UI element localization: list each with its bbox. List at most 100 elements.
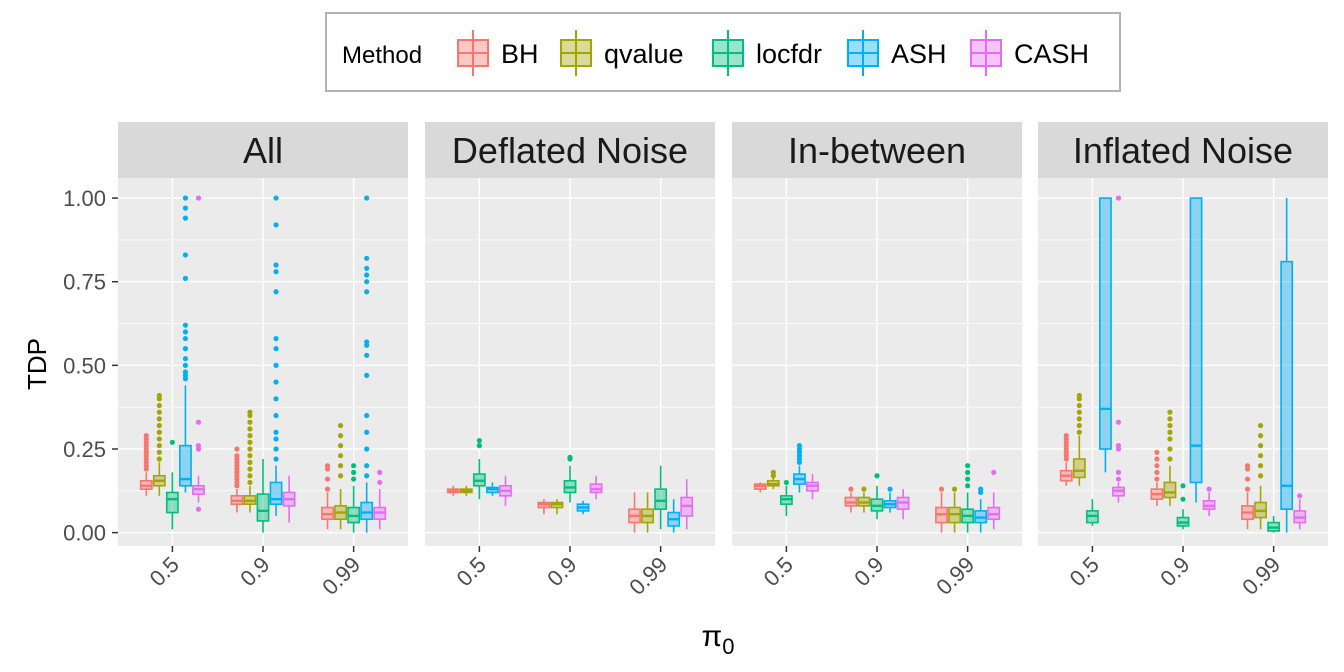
outlier-point [234,453,240,459]
outlier-point [567,454,573,460]
outlier-point [337,443,344,449]
box-bh [230,446,244,513]
box-ash [1189,197,1203,503]
box-iqr [179,444,192,487]
outlier-point [887,486,893,492]
outlier-point [965,483,971,489]
outlier-point [156,422,162,429]
outlier-point [364,279,370,285]
outlier-point [364,412,370,419]
box-cash [1202,486,1216,516]
outlier-point [364,352,370,358]
box-bh [628,492,641,533]
outlier-point [364,195,370,201]
box-iqr [1189,197,1203,484]
outlier-point [182,252,189,258]
box-iqr [269,481,283,505]
outlier-point [364,429,370,435]
box-iqr [1099,197,1112,450]
box-locfdr [654,465,668,530]
outlier-point [848,486,854,492]
outlier-point [337,473,344,479]
outlier-point [182,362,189,368]
box-locfdr [165,439,179,530]
outlier-point [1115,469,1122,475]
x-tick-label: 0.5 [145,552,184,591]
y-tick-label: 0.75 [63,270,106,295]
legend-item-ash: ASH [847,30,947,76]
outlier-point [991,469,997,475]
outlier-point [247,433,253,439]
box-cash [987,469,1001,530]
outlier-point [273,262,279,268]
box-cash [589,475,603,500]
outlier-point [377,479,383,486]
outlier-point [273,222,279,228]
outlier-point [1257,453,1264,459]
y-tick-label: 0.50 [63,353,106,378]
outlier-point [324,486,331,492]
outlier-point [1244,463,1251,469]
outlier-point [273,446,279,452]
outlier-point [351,469,357,475]
outlier-point [364,473,370,479]
outlier-point [273,195,279,201]
legend-title: Method [342,42,422,69]
outlier-point [247,446,253,452]
outlier-point [1076,402,1082,409]
outlier-point [476,443,482,449]
box-bh [321,463,334,530]
outlier-point [1154,476,1160,482]
outlier-point [247,419,253,425]
outlier-point [978,486,984,492]
box-ash [269,195,283,516]
x-tick-label: 0.99 [317,552,365,600]
outlier-point [182,195,189,201]
x-tick-label: 0.9 [235,552,274,591]
outlier-point [273,289,279,295]
outlier-point [364,372,370,378]
outlier-point [364,446,370,452]
outlier-point [874,473,880,479]
x-tick-label: 0.99 [624,552,672,600]
outlier-point [351,463,357,469]
outlier-point [965,463,971,469]
box-qvalue [243,409,257,513]
outlier-point [1180,496,1186,502]
legend-item-bh: BH [457,30,539,76]
outlier-point [273,436,279,442]
box-qvalue [641,492,654,533]
outlier-point [938,486,945,492]
outlier-point [337,453,344,459]
outlier-point [1076,409,1082,415]
box-cash [499,475,512,506]
x-axis-title: π0 [702,620,735,659]
outlier-point [951,486,958,492]
outlier-point [195,195,202,201]
box-bh [139,433,153,496]
outlier-point [1167,456,1173,462]
facet-strip-label: Inflated Noise [1073,130,1293,171]
outlier-point [156,392,162,399]
box-ash [974,486,988,533]
box-cash [680,479,694,530]
outlier-point [364,289,370,295]
box-locfdr [472,438,486,500]
box-bh [753,482,767,493]
box-ash [1280,198,1294,533]
outlier-point [195,443,202,449]
box-locfdr [563,454,577,503]
box-iqr [360,501,374,521]
legend: Method BH qvalue locfdr ASH CASH [325,12,1121,92]
outlier-point [273,379,279,385]
outlier-point [182,215,189,221]
legend-label: qvalue [604,39,684,69]
outlier-point [1167,422,1173,429]
outlier-point [1297,493,1303,499]
box-bh [1150,449,1164,506]
box-iqr [256,493,270,522]
outlier-point [1167,409,1173,415]
outlier-point [1154,456,1160,462]
outlier-point [195,506,202,512]
outlier-point [364,272,370,278]
